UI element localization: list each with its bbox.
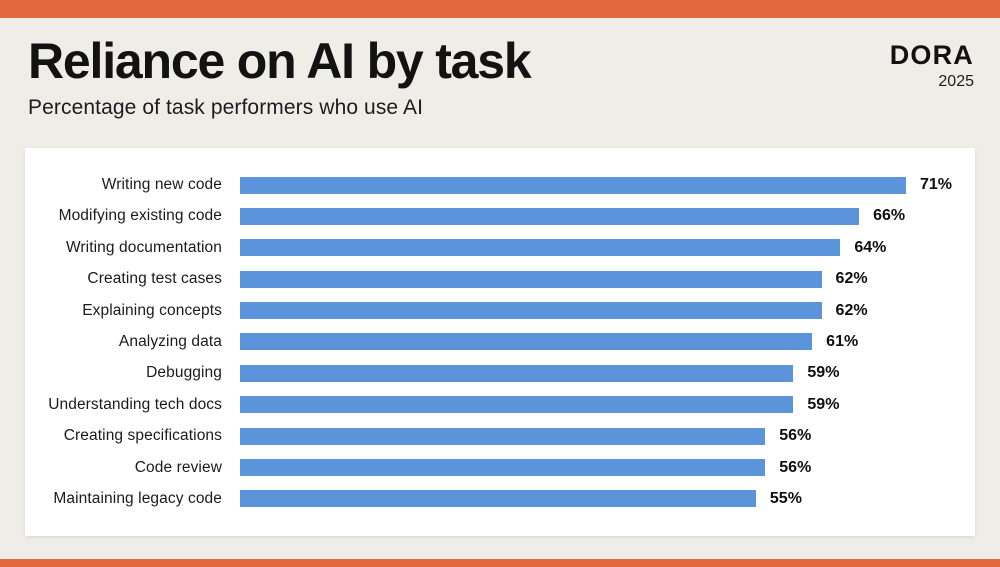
bottom-accent-bar bbox=[0, 559, 1000, 567]
value-label: 59% bbox=[807, 395, 840, 413]
bar-row: Analyzing data 61% bbox=[25, 326, 975, 357]
top-accent-bar bbox=[0, 0, 1000, 18]
bar-row: Maintaining legacy code 55% bbox=[25, 483, 975, 514]
bar-row: Explaining concepts 62% bbox=[25, 295, 975, 326]
page-subtitle: Percentage of task performers who use AI bbox=[28, 96, 424, 119]
value-label: 62% bbox=[835, 301, 868, 319]
bar bbox=[240, 364, 794, 382]
task-label: Code review bbox=[134, 458, 222, 476]
task-label: Debugging bbox=[146, 364, 222, 382]
bar bbox=[240, 239, 841, 257]
header: Reliance on AI by task Percentage of tas… bbox=[28, 33, 532, 120]
bar-row: Debugging 59% bbox=[25, 358, 975, 389]
task-label: Writing documentation bbox=[65, 238, 222, 256]
bar-row: Modifying existing code 66% bbox=[25, 201, 975, 232]
bar-row: Creating test cases 62% bbox=[25, 264, 975, 295]
task-label: Maintaining legacy code bbox=[53, 489, 222, 507]
value-label: 59% bbox=[807, 364, 840, 382]
dora-logo: DORA bbox=[889, 40, 974, 70]
bar bbox=[240, 396, 794, 414]
value-label: 56% bbox=[779, 458, 812, 476]
task-label: Modifying existing code bbox=[58, 207, 222, 225]
task-label: Creating specifications bbox=[63, 427, 222, 445]
task-label: Writing new code bbox=[101, 176, 222, 194]
bar-rows: Writing new code 71% Modifying existing co… bbox=[25, 169, 975, 514]
bar bbox=[240, 427, 766, 445]
bar bbox=[240, 207, 860, 225]
bar bbox=[240, 270, 822, 288]
bar-row: Writing documentation 64% bbox=[25, 232, 975, 263]
bar bbox=[240, 333, 813, 351]
value-label: 66% bbox=[873, 207, 906, 225]
value-label: 56% bbox=[779, 427, 812, 445]
dora-year: 2025 bbox=[938, 73, 974, 90]
bar-row: Code review 56% bbox=[25, 452, 975, 483]
task-label: Understanding tech docs bbox=[48, 395, 222, 413]
task-label: Creating test cases bbox=[87, 270, 222, 288]
bar-row: Understanding tech docs 59% bbox=[25, 389, 975, 420]
brand-block: DORA 2025 bbox=[890, 42, 974, 91]
value-label: 71% bbox=[919, 176, 952, 194]
bar bbox=[240, 490, 756, 508]
chart-card: Writing new code 71% Modifying existing co… bbox=[25, 148, 975, 536]
bar-row: Writing new code 71% bbox=[25, 169, 975, 200]
bar bbox=[240, 302, 822, 320]
page-title: Reliance on AI by task bbox=[28, 33, 532, 89]
value-label: 61% bbox=[826, 332, 859, 350]
task-label: Analyzing data bbox=[118, 332, 222, 350]
value-label: 55% bbox=[769, 489, 802, 507]
value-label: 62% bbox=[835, 270, 868, 288]
task-label: Explaining concepts bbox=[82, 301, 222, 319]
bar bbox=[240, 459, 766, 477]
bar-row: Creating specifications 56% bbox=[25, 420, 975, 451]
value-label: 64% bbox=[854, 238, 887, 256]
bar bbox=[240, 176, 906, 194]
